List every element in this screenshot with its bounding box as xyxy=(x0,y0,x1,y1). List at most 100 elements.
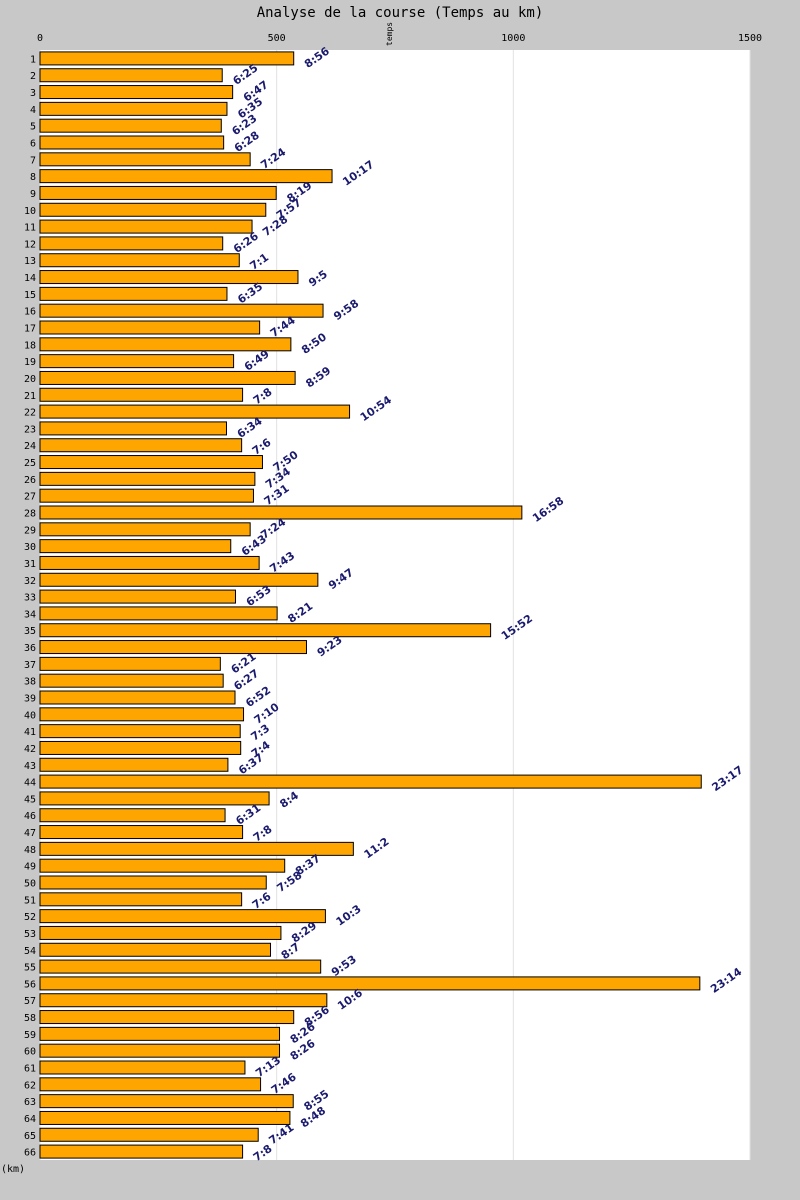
bar xyxy=(39,825,244,840)
bar xyxy=(39,101,228,116)
category-label: 13 xyxy=(24,256,36,267)
gridlines xyxy=(39,50,751,1160)
category-label: 44 xyxy=(24,778,36,789)
bar xyxy=(39,1060,246,1075)
category-label: 6 xyxy=(30,139,36,150)
category-label: 1 xyxy=(30,54,36,65)
category-label: 43 xyxy=(24,761,36,772)
bar xyxy=(39,421,227,436)
category-label: 8 xyxy=(30,172,36,183)
category-label: 48 xyxy=(24,845,36,856)
bar xyxy=(39,1010,295,1025)
bar xyxy=(39,555,260,570)
x-tick-label: 500 xyxy=(268,33,286,44)
bar xyxy=(39,673,224,688)
category-label: 30 xyxy=(24,542,36,553)
bar xyxy=(39,505,523,520)
category-label: 27 xyxy=(24,492,36,503)
bar xyxy=(39,808,226,823)
bar xyxy=(39,892,243,907)
category-label: 59 xyxy=(24,1030,36,1041)
category-label: 26 xyxy=(24,475,36,486)
category-label: 39 xyxy=(24,694,36,705)
category-label: 40 xyxy=(24,710,36,721)
category-label: 5 xyxy=(30,122,36,133)
bar xyxy=(39,236,224,251)
bar xyxy=(39,623,492,638)
category-label: 65 xyxy=(24,1131,36,1142)
category-label: 28 xyxy=(24,509,36,520)
bar xyxy=(39,791,270,806)
category-label: 45 xyxy=(24,794,36,805)
bar xyxy=(39,370,296,385)
category-label: 50 xyxy=(24,879,36,890)
bar xyxy=(39,286,228,301)
category-label: 23 xyxy=(24,424,36,435)
bar xyxy=(39,438,243,453)
bar xyxy=(39,354,235,369)
category-label: 16 xyxy=(24,307,36,318)
bar xyxy=(39,404,351,419)
category-label: 3 xyxy=(30,88,36,99)
bar xyxy=(39,976,701,991)
bar xyxy=(39,387,244,402)
bar xyxy=(39,1077,262,1092)
bar xyxy=(39,993,328,1008)
category-label: 18 xyxy=(24,340,36,351)
category-label: 35 xyxy=(24,626,36,637)
bar xyxy=(39,707,245,722)
category-label: 63 xyxy=(24,1097,36,1108)
category-label: 25 xyxy=(24,458,36,469)
category-label: 12 xyxy=(24,239,36,250)
bar xyxy=(39,135,225,150)
bar xyxy=(39,303,324,318)
bar xyxy=(39,875,267,890)
category-label: 61 xyxy=(24,1064,36,1075)
bar xyxy=(39,1094,294,1109)
x-tick-labels: 0 500 1000 1500 xyxy=(37,33,762,44)
bar xyxy=(39,1110,291,1125)
bar xyxy=(39,690,236,705)
category-label: 47 xyxy=(24,828,36,839)
category-label: 34 xyxy=(24,609,36,620)
bar xyxy=(39,572,319,587)
y-axis-label: (km) xyxy=(1,1164,25,1175)
category-label: 66 xyxy=(24,1148,36,1159)
bar xyxy=(39,51,295,66)
category-label: 55 xyxy=(24,963,36,974)
category-label: 9 xyxy=(30,189,36,200)
bar xyxy=(39,270,299,285)
category-label: 33 xyxy=(24,593,36,604)
bar xyxy=(39,253,240,268)
bar xyxy=(39,85,234,100)
category-label: 4 xyxy=(30,105,36,116)
x-tick-label: 1000 xyxy=(501,33,525,44)
category-label: 46 xyxy=(24,811,36,822)
bar xyxy=(39,656,221,671)
bar xyxy=(39,152,251,167)
bars xyxy=(39,51,702,1159)
bar xyxy=(39,841,354,856)
bar xyxy=(39,724,241,739)
category-label: 20 xyxy=(24,374,36,385)
category-labels: 1234567891011121314151617181920212223242… xyxy=(24,54,36,1158)
bar xyxy=(39,640,307,655)
bar xyxy=(39,757,229,772)
category-label: 29 xyxy=(24,525,36,536)
bar xyxy=(39,320,261,335)
category-label: 64 xyxy=(24,1114,36,1125)
bar xyxy=(39,589,236,604)
bar xyxy=(39,606,278,621)
bar xyxy=(39,959,322,974)
bar xyxy=(39,539,232,554)
category-label: 22 xyxy=(24,408,36,419)
bar xyxy=(39,858,286,873)
bar xyxy=(39,488,254,503)
category-label: 57 xyxy=(24,996,36,1007)
category-label: 14 xyxy=(24,273,36,284)
bar xyxy=(39,925,282,940)
bar xyxy=(39,455,263,470)
bar xyxy=(39,522,251,537)
category-label: 24 xyxy=(24,441,36,452)
